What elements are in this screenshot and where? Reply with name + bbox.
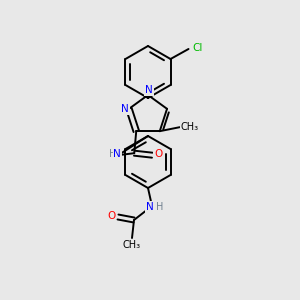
Text: N: N — [121, 104, 129, 114]
Text: H: H — [109, 149, 116, 159]
Text: N: N — [145, 85, 153, 95]
Text: CH₃: CH₃ — [123, 240, 141, 250]
Text: Cl: Cl — [192, 43, 203, 53]
Text: H: H — [156, 202, 164, 212]
Text: CH₃: CH₃ — [181, 122, 199, 132]
Text: O: O — [107, 211, 115, 221]
Text: N: N — [113, 149, 121, 159]
Text: N: N — [146, 202, 154, 212]
Text: O: O — [154, 149, 162, 159]
